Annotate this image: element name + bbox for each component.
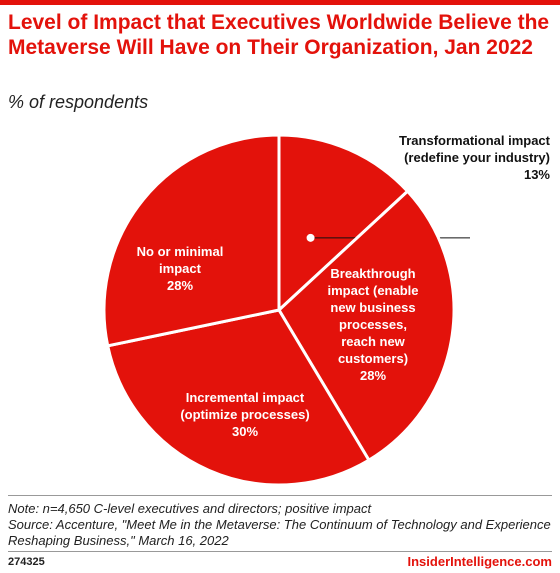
chart-title: Level of Impact that Executives Worldwid… (8, 11, 550, 59)
callout-dot (306, 233, 315, 242)
slice-value-breakthrough-impact: 28% (360, 368, 386, 383)
pie-slice-transformational-impact (277, 133, 410, 314)
chart-subtitle: % of respondents (8, 92, 149, 112)
brand-logo-text: InsiderIntelligence.com (407, 554, 553, 569)
pie-chart: Transformational impact (redefine your in… (102, 133, 551, 487)
slice-label-line: new business (330, 300, 415, 315)
slice-label-line: impact (enable (327, 283, 418, 298)
slice-value-no-or-minimal-impact: 28% (167, 278, 193, 293)
slice-label-line: Breakthrough (330, 266, 415, 281)
slice-label-line: reach new (341, 334, 405, 349)
divider-bottom (8, 551, 552, 552)
pie-slice-breakthrough-impact (277, 189, 456, 463)
divider-top (8, 495, 552, 496)
top-accent-bar (0, 0, 560, 5)
slice-label-line: No or minimal (137, 244, 224, 259)
slice-label-line: customers) (338, 351, 408, 366)
slice-label-line: (redefine your industry) (404, 150, 550, 165)
source-text: Source: Accenture, "Meet Me in the Metav… (8, 517, 551, 548)
slice-label-transformational-impact: Transformational impact (redefine your in… (399, 133, 551, 182)
slice-label-line: Incremental impact (186, 390, 305, 405)
chart-id: 274325 (8, 556, 45, 568)
slice-label-line: impact (159, 261, 202, 276)
slice-label-line: processes, (339, 317, 407, 332)
note-text: Note: n=4,650 C-level executives and dir… (8, 501, 372, 516)
slice-label-no-or-minimal-impact: No or minimal impact 28% (137, 244, 224, 293)
slice-label-line: Transformational impact (399, 133, 551, 148)
pie-slice-no-or-minimal-impact (102, 133, 281, 348)
pie-slice-incremental-impact (105, 308, 371, 487)
slice-label-breakthrough-impact: Breakthrough impact (enable new business pr… (327, 266, 418, 383)
chart-notes: Note: n=4,650 C-level executives and dir… (8, 501, 553, 549)
slice-label-line: (optimize processes) (180, 407, 309, 422)
slice-label-incremental-impact: Incremental impact (optimize processes) 30… (180, 390, 309, 439)
slice-value-transformational-impact: 13% (524, 167, 550, 182)
slice-value-incremental-impact: 30% (232, 424, 258, 439)
